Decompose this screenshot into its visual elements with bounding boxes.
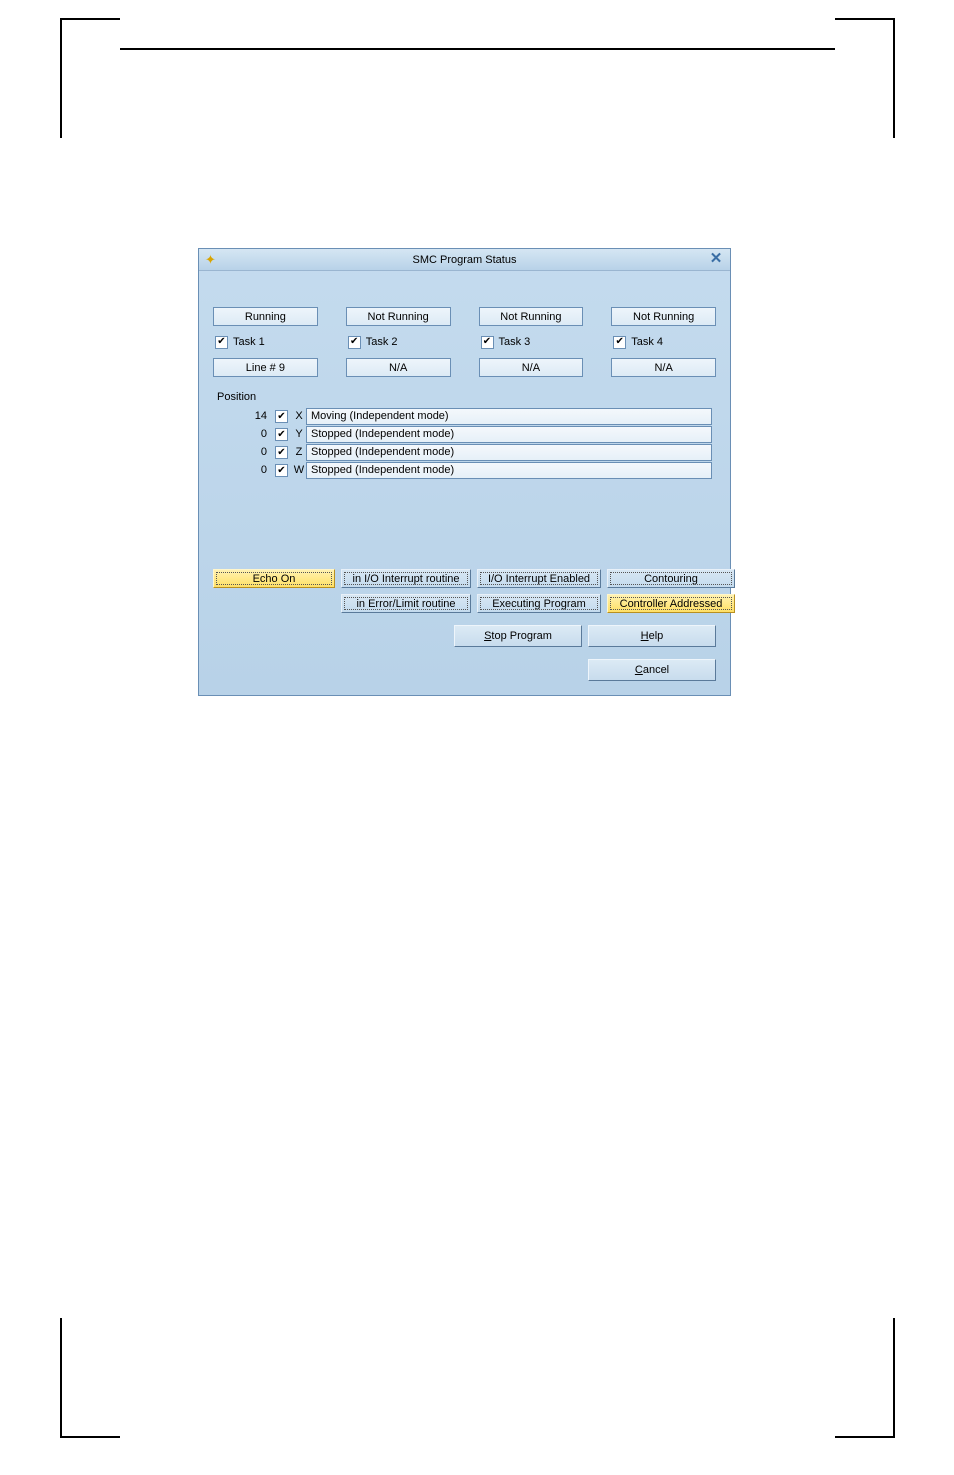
page-frame: [60, 18, 895, 1438]
axis-value-z: 0: [213, 446, 271, 458]
task-line-2: N/A: [346, 358, 451, 377]
position-label: Position: [217, 391, 716, 403]
axis-letter-w: W: [292, 464, 306, 476]
task-checkbox-3[interactable]: ✔: [481, 336, 494, 349]
task-line-1: Line # 9: [213, 358, 318, 377]
controller-addressed-indicator[interactable]: Controller Addressed: [607, 594, 735, 613]
axis-checkbox-w[interactable]: ✔: [275, 464, 288, 477]
axis-status-y: Stopped (Independent mode): [306, 426, 712, 443]
task-label-1: Task 1: [233, 336, 265, 348]
task-status-3: Not Running: [479, 307, 584, 326]
contouring-indicator[interactable]: Contouring: [607, 569, 735, 588]
axis-checkbox-x[interactable]: ✔: [275, 410, 288, 423]
task-line-4: N/A: [611, 358, 716, 377]
axis-status-w: Stopped (Independent mode): [306, 462, 712, 479]
help-button[interactable]: Help: [588, 625, 716, 647]
task-checkbox-2[interactable]: ✔: [348, 336, 361, 349]
axis-checkbox-y[interactable]: ✔: [275, 428, 288, 441]
task-checkbox-1[interactable]: ✔: [215, 336, 228, 349]
task-label-3: Task 3: [499, 336, 531, 348]
echo-on-indicator[interactable]: Echo On: [213, 569, 335, 588]
window-title: SMC Program Status: [199, 254, 730, 266]
task-status-1: Running: [213, 307, 318, 326]
axis-letter-x: X: [292, 410, 306, 422]
axis-status-z: Stopped (Independent mode): [306, 444, 712, 461]
program-status-dialog: ✦ SMC Program Status ✕ Running Not Runni…: [198, 248, 731, 696]
axis-value-w: 0: [213, 464, 271, 476]
executing-program-indicator[interactable]: Executing Program: [477, 594, 601, 613]
titlebar[interactable]: ✦ SMC Program Status ✕: [199, 249, 730, 271]
task-checkbox-4[interactable]: ✔: [613, 336, 626, 349]
axis-checkbox-z[interactable]: ✔: [275, 446, 288, 459]
in-io-interrupt-indicator[interactable]: in I/O Interrupt routine: [341, 569, 471, 588]
in-error-limit-indicator[interactable]: in Error/Limit routine: [341, 594, 471, 613]
task-status-2: Not Running: [346, 307, 451, 326]
io-interrupt-enabled-indicator[interactable]: I/O Interrupt Enabled: [477, 569, 601, 588]
cancel-button[interactable]: Cancel: [588, 659, 716, 681]
task-status-4: Not Running: [611, 307, 716, 326]
axis-letter-y: Y: [292, 428, 306, 440]
axis-letter-z: Z: [292, 446, 306, 458]
axis-value-x: 14: [213, 410, 271, 422]
axis-status-x: Moving (Independent mode): [306, 408, 712, 425]
task-line-3: N/A: [479, 358, 584, 377]
task-label-4: Task 4: [631, 336, 663, 348]
stop-program-button[interactable]: Stop Program: [454, 625, 582, 647]
close-icon[interactable]: ✕: [708, 252, 724, 268]
task-label-2: Task 2: [366, 336, 398, 348]
axis-value-y: 0: [213, 428, 271, 440]
